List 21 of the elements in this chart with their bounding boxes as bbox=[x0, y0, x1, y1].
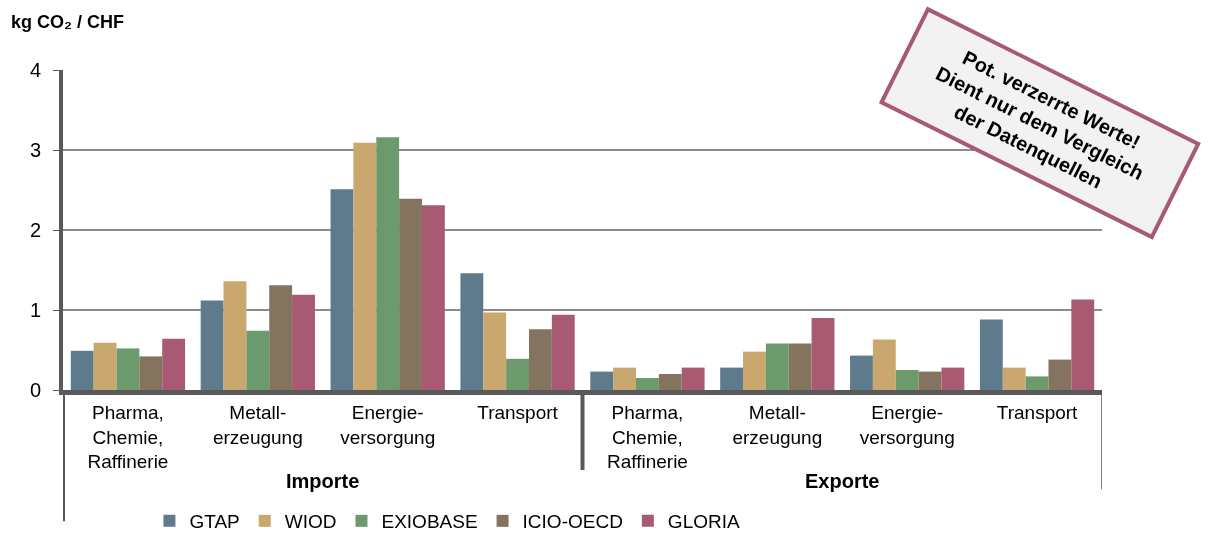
legend-label: GLORIA bbox=[667, 511, 740, 533]
x-tick-label: Metall- erzeugung bbox=[732, 401, 823, 448]
legend-label: EXIOBASE bbox=[381, 511, 478, 533]
text: Exporte bbox=[805, 470, 880, 492]
x-tick-label: Metall- erzeugung bbox=[212, 401, 303, 448]
x-tick-label: Transport bbox=[477, 401, 559, 423]
x-tick-label: Transport bbox=[996, 401, 1079, 423]
y-tick-label: 3 bbox=[29, 139, 41, 161]
x-tick-label: Pharma, Chemie, Raffinerie bbox=[87, 401, 169, 473]
legend-label: WIOD bbox=[284, 511, 337, 533]
y-axis-title: kg CO₂ / CHF bbox=[11, 12, 125, 32]
y-tick-label: 0 bbox=[29, 379, 41, 401]
y-tick-label: 2 bbox=[29, 219, 41, 241]
x-tick-label: Energie- versorgung bbox=[340, 401, 436, 448]
text: Importe bbox=[286, 470, 360, 492]
x-tick-label: Pharma, Chemie, Raffinerie bbox=[606, 401, 688, 473]
legend-label: GTAP bbox=[189, 511, 240, 533]
y-tick-label: 4 bbox=[29, 59, 41, 81]
y-tick-label: 1 bbox=[29, 299, 41, 321]
x-tick-label: Energie- versorgung bbox=[859, 401, 955, 448]
legend-label: ICIO-OECD bbox=[522, 511, 623, 533]
